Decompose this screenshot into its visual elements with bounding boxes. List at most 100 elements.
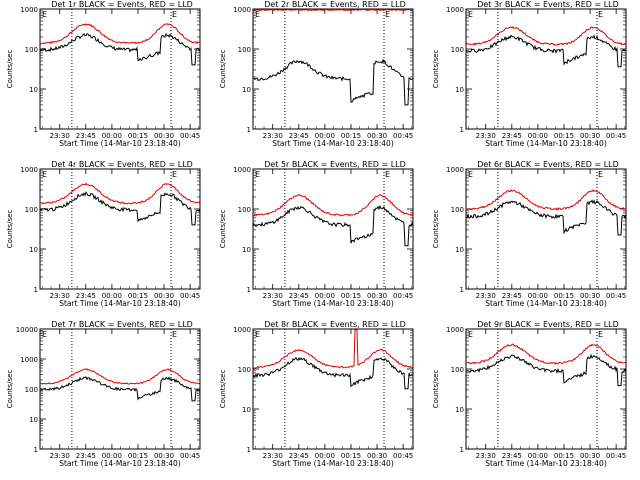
panel-det-6r: Det 6r BLACK = Events, RED = LLD 1 10 100 10… [432, 160, 627, 308]
x-tick-label: 00:15 [341, 132, 361, 140]
x-tick-label: 00:00 [315, 132, 335, 140]
panel-title: Det 5r BLACK = Events, RED = LLD [264, 160, 406, 169]
y-tick-label: 1 [34, 286, 38, 294]
x-tick-label: 23:45 [289, 452, 309, 460]
x-tick-label: 00:30 [154, 292, 174, 300]
series-lld-line [39, 23, 201, 45]
series-lld-line [39, 182, 201, 205]
y-tick-label: 1000 [233, 6, 251, 14]
x-tick-label: 23:45 [502, 132, 522, 140]
x-tick-label: 00:45 [606, 452, 626, 460]
y-tick-label: 1 [247, 286, 251, 294]
x-tick-label: 00:30 [367, 452, 387, 460]
marker-label: E [385, 170, 390, 179]
y-tick-label: 10 [29, 416, 38, 424]
y-tick-label: 10 [242, 406, 251, 414]
marker-label: E [172, 330, 177, 339]
y-tick-label: 100 [238, 366, 251, 374]
y-tick-label: 1000 [20, 166, 38, 174]
y-tick-label: 10 [455, 406, 464, 414]
y-tick-label: 10 [29, 246, 38, 254]
plot-frame [465, 8, 627, 130]
y-tick-label: 10 [242, 86, 251, 94]
series-events-line [39, 376, 201, 402]
y-tick-label: 1000 [233, 326, 251, 334]
panel-title: Det 9r BLACK = Events, RED = LLD [477, 320, 619, 329]
x-tick-label: 23:30 [263, 132, 283, 140]
marker-label: E [468, 10, 473, 19]
panel-title: Det 2r BLACK = Events, RED = LLD [264, 0, 406, 9]
x-tick-label: 23:45 [289, 132, 309, 140]
y-axis-label: Counts/sec [219, 210, 227, 249]
panel-title: Det 8r BLACK = Events, RED = LLD [264, 320, 406, 329]
x-tick-label: 23:30 [263, 292, 283, 300]
y-tick-label: 100 [25, 206, 38, 214]
y-tick-label: 1000 [446, 6, 464, 14]
marker-label: E [255, 170, 260, 179]
x-tick-label: 00:00 [315, 452, 335, 460]
x-tick-label: 23:30 [263, 452, 283, 460]
series-events-line [465, 199, 627, 236]
y-tick-label: 1 [460, 286, 464, 294]
marker-label: E [255, 10, 260, 19]
series-events-line [39, 32, 201, 66]
x-tick-label: 00:30 [367, 132, 387, 140]
panel-det-7r: Det 7r BLACK = Events, RED = LLD 1 10 100 10… [6, 320, 201, 468]
y-tick-label: 1000 [20, 6, 38, 14]
x-tick-label: 00:00 [315, 292, 335, 300]
y-tick-label: 100 [451, 206, 464, 214]
y-axis-label: Counts/sec [6, 370, 14, 409]
x-tick-label: 23:45 [76, 132, 96, 140]
x-tick-label: 00:30 [580, 452, 600, 460]
panel-det-5r: Det 5r BLACK = Events, RED = LLD 1 10 100 10… [219, 160, 414, 308]
marker-label: E [385, 10, 390, 19]
y-axis-label: Counts/sec [432, 50, 440, 89]
x-axis-label: Start Time (14-Mar-10 23:18:40) [59, 459, 181, 468]
x-axis-label: Start Time (14-Mar-10 23:18:40) [485, 139, 607, 148]
series-lld-line [465, 25, 627, 46]
x-tick-label: 00:45 [606, 132, 626, 140]
series-events-line [253, 58, 414, 106]
y-tick-label: 1 [34, 126, 38, 134]
x-tick-label: 00:45 [393, 132, 413, 140]
y-tick-label: 1 [460, 446, 464, 454]
y-tick-label: 100 [238, 206, 251, 214]
panel-det-2r: Det 2r BLACK = Events, RED = LLD 1 10 100 10… [219, 0, 414, 148]
x-tick-label: 23:45 [76, 452, 96, 460]
plot-frame [465, 328, 627, 450]
marker-label: E [468, 170, 473, 179]
series-events-line [465, 353, 627, 387]
series-lld-line [252, 8, 414, 12]
marker-label: E [468, 330, 473, 339]
marker-label: E [42, 330, 47, 339]
y-tick-label: 10 [29, 86, 38, 94]
series-lld-line [39, 368, 201, 385]
panel-det-9r: Det 9r BLACK = Events, RED = LLD 1 10 100 10… [432, 320, 627, 468]
x-tick-label: 00:45 [180, 292, 200, 300]
y-axis-label: Counts/sec [219, 50, 227, 89]
marker-label: E [598, 10, 603, 19]
x-tick-label: 23:45 [502, 452, 522, 460]
x-tick-label: 23:30 [50, 292, 70, 300]
marker-label: E [385, 330, 390, 339]
series-events-line [252, 204, 414, 247]
x-axis-label: Start Time (14-Mar-10 23:18:40) [485, 299, 607, 308]
x-tick-label: 00:15 [341, 452, 361, 460]
panel-det-1r: Det 1r BLACK = Events, RED = LLD 1 10 100 10… [6, 0, 201, 148]
y-tick-label: 100 [25, 386, 38, 394]
marker-label: E [598, 330, 603, 339]
x-tick-label: 00:00 [102, 132, 122, 140]
panel-det-3r: Det 3r BLACK = Events, RED = LLD 1 10 100 10… [432, 0, 627, 148]
y-tick-label: 1000 [20, 356, 38, 364]
x-tick-label: 00:45 [606, 292, 626, 300]
x-tick-label: 23:30 [476, 292, 496, 300]
x-tick-label: 23:30 [50, 452, 70, 460]
x-axis-label: Start Time (14-Mar-10 23:18:40) [59, 139, 181, 148]
y-tick-label: 10 [455, 246, 464, 254]
x-tick-label: 23:30 [476, 132, 496, 140]
panel-title: Det 1r BLACK = Events, RED = LLD [51, 0, 193, 9]
marker-label: E [172, 10, 177, 19]
x-axis-label: Start Time (14-Mar-10 23:18:40) [272, 299, 394, 308]
panel-title: Det 7r BLACK = Events, RED = LLD [51, 320, 193, 329]
